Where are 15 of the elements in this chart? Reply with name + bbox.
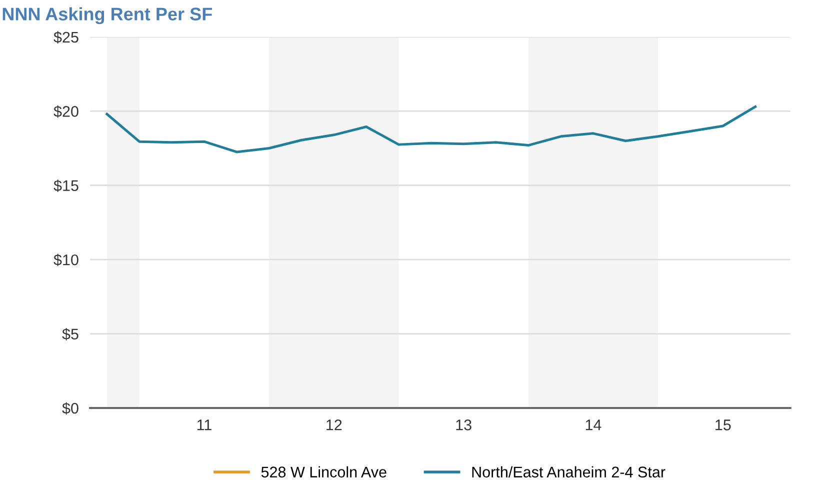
x-tick-label: 14 <box>586 420 602 430</box>
y-tick-label: $10 <box>54 254 78 266</box>
y-tick-label: $5 <box>62 328 78 340</box>
line-series <box>106 105 757 154</box>
x-tick-label: 11 <box>197 420 212 430</box>
y-tick-label: $0 <box>62 402 78 415</box>
chart-title: NNN Asking Rent Per SF <box>2 7 212 24</box>
y-tick-label: $15 <box>54 180 78 192</box>
y-tick-label: $25 <box>54 31 78 44</box>
x-tick-label: 15 <box>716 420 731 430</box>
y-tick-label: $20 <box>54 105 78 118</box>
x-tick-label: 12 <box>326 420 342 430</box>
legend-label: North/East Anaheim 2-4 Star <box>472 466 666 478</box>
x-tick-label: 13 <box>456 420 472 430</box>
legend-label: 528 W Lincoln Ave <box>261 466 386 478</box>
